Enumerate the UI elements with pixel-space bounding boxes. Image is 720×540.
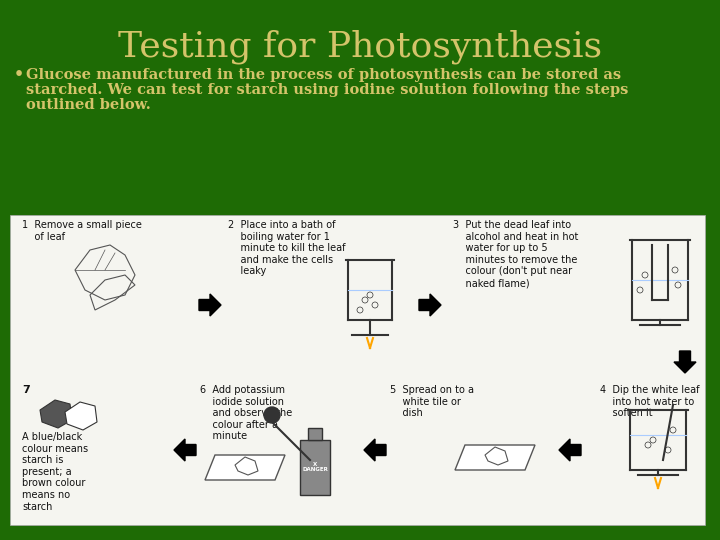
Polygon shape bbox=[364, 439, 386, 461]
Polygon shape bbox=[174, 439, 196, 461]
Text: outlined below.: outlined below. bbox=[26, 98, 150, 112]
Bar bbox=[300, 440, 330, 495]
Text: 5  Spread on to a
    white tile or
    dish: 5 Spread on to a white tile or dish bbox=[390, 385, 474, 418]
Text: 7: 7 bbox=[22, 385, 30, 395]
Text: •: • bbox=[14, 66, 24, 83]
Text: X
DANGER: X DANGER bbox=[302, 462, 328, 472]
Polygon shape bbox=[455, 445, 535, 470]
Text: 3  Put the dead leaf into
    alcohol and heat in hot
    water for up to 5
    : 3 Put the dead leaf into alcohol and hea… bbox=[453, 220, 578, 288]
Polygon shape bbox=[419, 294, 441, 316]
Text: 2  Place into a bath of
    boiling water for 1
    minute to kill the leaf
    : 2 Place into a bath of boiling water for… bbox=[228, 220, 346, 276]
Polygon shape bbox=[559, 439, 581, 461]
Polygon shape bbox=[65, 402, 97, 430]
Circle shape bbox=[264, 407, 280, 423]
Polygon shape bbox=[40, 400, 72, 428]
Text: 4  Dip the white leaf
    into hot water to
    soften it: 4 Dip the white leaf into hot water to s… bbox=[600, 385, 700, 418]
Text: 1  Remove a small piece
    of leaf: 1 Remove a small piece of leaf bbox=[22, 220, 142, 241]
Polygon shape bbox=[205, 455, 285, 480]
Text: Testing for Photosynthesis: Testing for Photosynthesis bbox=[118, 30, 602, 64]
Text: Glucose manufactured in the process of photosynthesis can be stored as: Glucose manufactured in the process of p… bbox=[26, 68, 621, 82]
Polygon shape bbox=[674, 351, 696, 373]
Text: A blue/black
colour means
starch is
present; a
brown colour
means no
starch: A blue/black colour means starch is pres… bbox=[22, 432, 88, 511]
Bar bbox=[10, 215, 705, 525]
Text: starched. We can test for starch using iodine solution following the steps: starched. We can test for starch using i… bbox=[26, 83, 629, 97]
Text: 6  Add potassium
    iodide solution
    and observe the
    colour after a
    : 6 Add potassium iodide solution and obse… bbox=[200, 385, 292, 441]
Bar bbox=[308, 428, 322, 440]
Polygon shape bbox=[199, 294, 221, 316]
